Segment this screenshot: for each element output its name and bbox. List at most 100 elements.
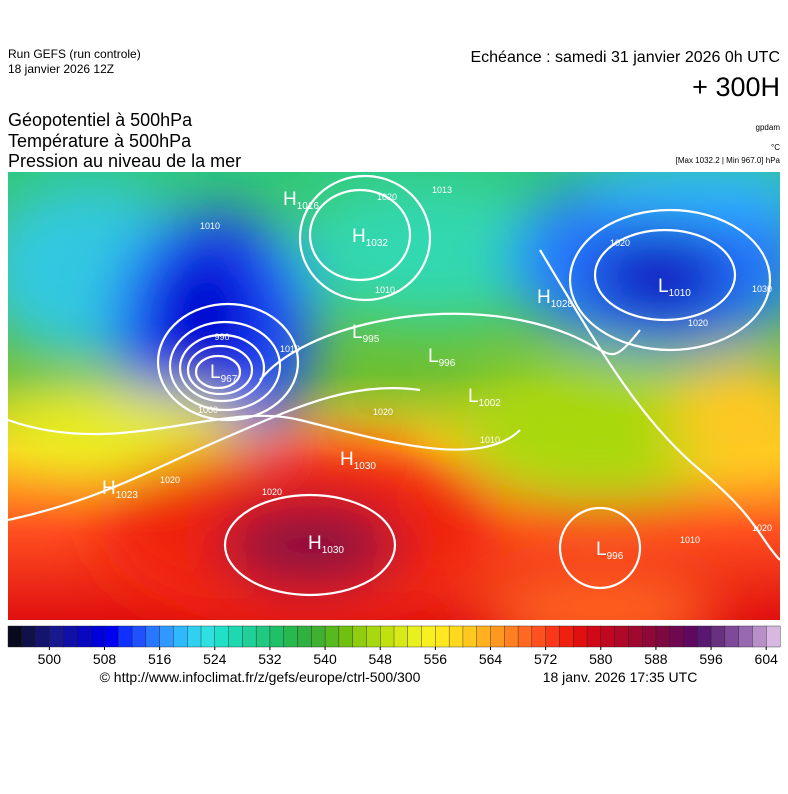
center-kind: H — [283, 189, 297, 210]
pressure-center: H1030 — [308, 533, 344, 556]
center-value: 1002 — [479, 398, 502, 409]
colorbar-cell — [7, 625, 23, 648]
colorbar-cell — [118, 625, 133, 648]
center-value: 1032 — [366, 238, 389, 249]
center-kind: L — [596, 539, 607, 560]
isobar-label: 990 — [214, 332, 229, 342]
colorbar-cell — [159, 625, 174, 648]
colorbar-tick-label: 508 — [93, 651, 117, 667]
colorbar-cell — [476, 625, 492, 648]
colorbar-cell — [504, 625, 519, 648]
title: Géopotentiel à 500hPa — [8, 110, 193, 130]
colorbar-tick-label: 524 — [203, 651, 227, 667]
colorbar-cell — [600, 625, 616, 648]
isobar-label: 1020 — [610, 238, 630, 248]
colorbar-cell — [448, 625, 464, 648]
colorbar-cell — [655, 625, 671, 648]
source-url: © http://www.infoclimat.fr/z/gefs/europe… — [100, 669, 421, 685]
center-value: 996 — [607, 551, 624, 562]
pressure-center: L967 — [210, 362, 238, 385]
colorbar-cell — [752, 625, 767, 648]
colorbar-tick-label: 580 — [589, 651, 613, 667]
colorbar-cell — [21, 625, 37, 648]
colorbar-cell — [228, 625, 243, 648]
colorbar-cell — [366, 625, 381, 648]
colorbar-cell — [724, 625, 740, 648]
colorbar-cell — [76, 625, 92, 648]
center-value: 1016 — [297, 201, 320, 212]
isobar-label: 1010 — [280, 344, 300, 354]
colorbar-cell — [421, 625, 436, 648]
colorbar-cell — [324, 625, 340, 648]
colorbar-tick-label: 548 — [369, 651, 393, 667]
colorbar-cell — [614, 625, 629, 648]
colorbar-cell — [766, 625, 781, 648]
colorbar-cell — [380, 625, 395, 648]
isobar-label: 1010 — [480, 435, 500, 445]
pressure-center: H1030 — [340, 449, 376, 472]
pressure-center: L996 — [428, 346, 456, 369]
colorbar-cell — [697, 625, 712, 648]
center-kind: L — [352, 322, 363, 343]
isobar-label: 1010 — [375, 285, 395, 295]
isobar-label: 1000 — [198, 405, 218, 415]
colorbar-cell — [145, 625, 161, 648]
isobar-label: 1020 — [160, 475, 180, 485]
colorbar-cell — [338, 625, 354, 648]
colorbar-cell — [187, 625, 202, 648]
colorbar-cell — [641, 625, 657, 648]
title: Température à 500hPa — [8, 131, 192, 151]
colorbar-cell — [545, 625, 560, 648]
lead-time: + 300H — [692, 72, 780, 102]
unit-label: [Max 1032.2 | Min 967.0] hPa — [676, 156, 781, 165]
isobar-label: 1020 — [262, 487, 282, 497]
isobar-label: 1030 — [752, 284, 772, 294]
unit-label: °C — [771, 143, 780, 152]
center-kind: H — [352, 226, 366, 247]
center-kind: H — [537, 287, 551, 308]
colorbar-cell — [683, 625, 698, 648]
colorbar-cell — [49, 625, 64, 648]
isobar-label: 1020 — [373, 407, 393, 417]
colorbar-cell — [62, 625, 78, 648]
colorbar-cell — [573, 625, 588, 648]
pressure-center: H1028 — [537, 287, 573, 310]
center-value: 1030 — [322, 545, 345, 556]
colorbar-cell — [710, 625, 726, 648]
isobar-label: 1020 — [688, 318, 708, 328]
isobar-label: 1010 — [680, 535, 700, 545]
center-value: 1030 — [354, 461, 377, 472]
isobar-label: 1020 — [377, 192, 397, 202]
colorbar-cell — [435, 625, 450, 648]
colorbar-cell — [104, 625, 119, 648]
center-kind: L — [468, 386, 479, 407]
run-label: Run GEFS (run controle) — [8, 47, 141, 61]
center-kind: L — [428, 346, 439, 367]
colorbar-cell — [531, 625, 547, 648]
colorbar-tick-label: 532 — [258, 651, 282, 667]
colorbar-cell — [214, 625, 230, 648]
colorbar-cell — [586, 625, 602, 648]
colorbar-cell — [255, 625, 271, 648]
colorbar-cell — [490, 625, 505, 648]
colorbar-tick-label: 604 — [755, 651, 779, 667]
pressure-center: L1010 — [658, 276, 691, 299]
center-value: 995 — [363, 334, 380, 345]
timestamp: 18 janv. 2026 17:35 UTC — [543, 669, 698, 685]
colorbar-tick-label: 596 — [699, 651, 723, 667]
isobar-label: 1020 — [752, 523, 772, 533]
colorbar-cell — [269, 625, 285, 648]
colorbar-cell — [311, 625, 326, 648]
colorbar-tick-label: 516 — [148, 651, 172, 667]
colorbar-cell — [297, 625, 312, 648]
center-kind: L — [210, 362, 221, 383]
pressure-center: L996 — [596, 539, 624, 562]
isobar-label: 1010 — [200, 221, 220, 231]
pressure-center: L1002 — [468, 386, 501, 409]
colorbar-tick-label: 556 — [424, 651, 448, 667]
colorbar-cell — [628, 625, 643, 648]
unit-label: gpdam — [756, 123, 781, 132]
title: Pression au niveau de la mer — [8, 151, 241, 171]
colorbar-cell — [283, 625, 299, 648]
colorbar-tick-label: 564 — [479, 651, 503, 667]
